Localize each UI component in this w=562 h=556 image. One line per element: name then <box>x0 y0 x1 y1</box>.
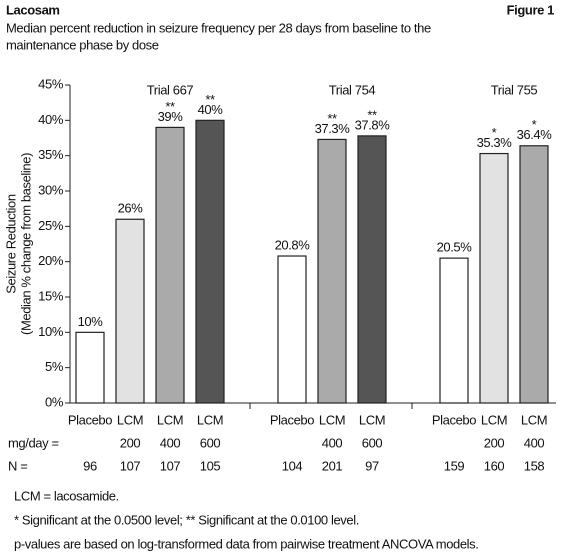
significance: ** <box>165 99 175 114</box>
dose: 400 <box>322 435 343 450</box>
header-right: Figure 1 <box>507 2 555 17</box>
y-tick-label: 20% <box>38 253 64 268</box>
bar <box>439 257 469 404</box>
value-label: 40% <box>198 102 224 117</box>
value-label: 26% <box>118 201 144 216</box>
n-count: 107 <box>160 458 181 473</box>
value-label: 20.5% <box>437 240 473 255</box>
dose: 400 <box>160 435 181 450</box>
footnote: p-values are based on log-transformed da… <box>14 536 478 551</box>
x-tick-label: Placebo <box>68 412 112 427</box>
chart-title: maintenance phase by dose <box>6 37 159 52</box>
y-tick-label: 40% <box>38 112 64 127</box>
row-label: N = <box>8 458 27 473</box>
y-tick-label: 5% <box>45 359 64 374</box>
y-axis-label: Seizure Reduction <box>3 194 18 294</box>
significance: * <box>532 117 537 132</box>
value-label: 35.3% <box>477 135 513 150</box>
bar <box>195 119 225 404</box>
x-tick-label: LCM <box>481 412 507 427</box>
y-tick-label: 30% <box>38 182 64 197</box>
x-tick-label: LCM <box>157 412 183 427</box>
dose: 600 <box>200 435 221 450</box>
n-count: 201 <box>322 458 343 473</box>
bar <box>155 126 185 404</box>
y-tick-label: 15% <box>38 288 64 303</box>
value-label: 36.4% <box>517 127 553 142</box>
value-label: 20.8% <box>275 237 311 252</box>
n-count: 105 <box>200 458 221 473</box>
chart-title: Median percent reduction in seizure freq… <box>6 20 431 35</box>
group-label: Trial 754 <box>329 82 376 97</box>
dose: 200 <box>120 435 141 450</box>
n-count: 158 <box>524 458 545 473</box>
y-tick-label: 35% <box>38 147 64 162</box>
n-count: 160 <box>484 458 505 473</box>
x-tick-label: LCM <box>197 412 223 427</box>
dose: 400 <box>524 435 545 450</box>
row-label: mg/day = <box>8 435 59 450</box>
n-count: 107 <box>120 458 141 473</box>
footnote: * Significant at the 0.0500 level; ** Si… <box>14 512 359 527</box>
bar <box>519 145 549 404</box>
x-tick-label: LCM <box>319 412 345 427</box>
value-label: 10% <box>78 314 104 329</box>
group-label: Trial 667 <box>147 82 194 97</box>
bar <box>277 255 307 404</box>
bar <box>317 138 347 404</box>
y-tick-label: 10% <box>38 324 64 339</box>
x-tick-label: Placebo <box>432 412 476 427</box>
dose: 600 <box>362 435 383 450</box>
bar <box>115 218 145 404</box>
n-count: 97 <box>365 458 379 473</box>
bar <box>357 135 387 404</box>
x-tick-label: LCM <box>521 412 547 427</box>
significance: * <box>492 125 497 140</box>
significance: ** <box>327 111 337 126</box>
y-axis-label: (Median % change from baseline) <box>18 153 33 335</box>
y-tick-label: 0% <box>45 394 64 409</box>
bar <box>75 331 105 404</box>
n-count: 159 <box>444 458 465 473</box>
y-tick-label: 25% <box>38 218 64 233</box>
footnote: LCM = lacosamide. <box>14 488 119 503</box>
significance: ** <box>367 107 377 122</box>
x-tick-label: LCM <box>117 412 143 427</box>
value-label: 37.3% <box>315 121 351 136</box>
value-label: 39% <box>158 109 184 124</box>
significance: ** <box>205 92 215 107</box>
value-label: 37.8% <box>355 117 391 132</box>
header-left: Lacosam <box>6 2 60 17</box>
n-count: 96 <box>83 458 97 473</box>
n-count: 104 <box>282 458 303 473</box>
y-tick-label: 45% <box>38 76 64 91</box>
bar <box>479 152 509 404</box>
x-tick-label: Placebo <box>270 412 314 427</box>
dose: 200 <box>484 435 505 450</box>
group-label: Trial 755 <box>491 82 538 97</box>
x-tick-label: LCM <box>359 412 385 427</box>
